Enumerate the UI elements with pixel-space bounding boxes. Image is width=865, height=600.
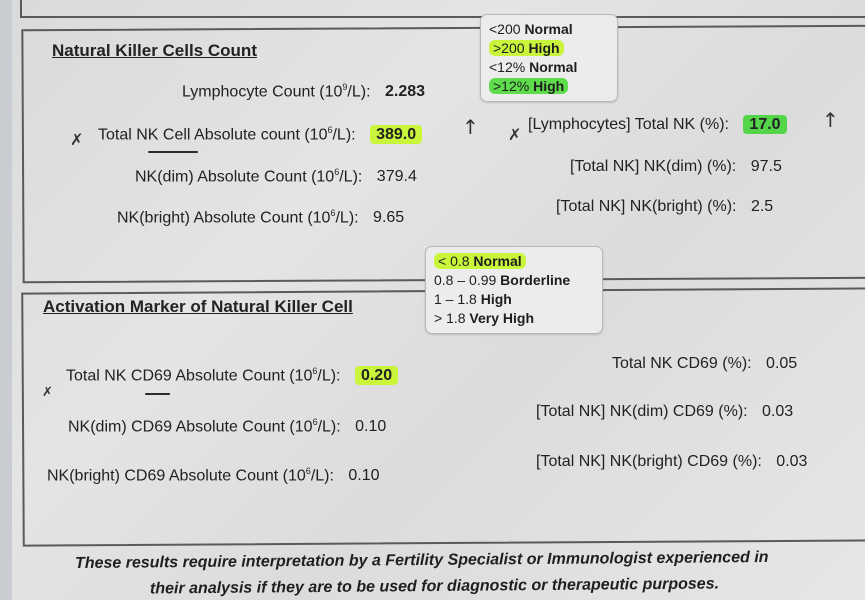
handwritten-arrow-up: ↑ <box>822 108 839 132</box>
dim-cd69-pct-row: [Total NK] NK(dim) CD69 (%): 0.03 <box>536 403 794 420</box>
ref-item: <200 Normal <box>489 21 573 37</box>
total-cd69-abs-value: 0.20 <box>354 366 399 386</box>
ref-item: >12% High <box>489 77 609 96</box>
nk-bright-abs-row: NK(bright) Absolute Count (106/L): 9.65 <box>117 208 405 227</box>
dim-cd69-pct-value: 0.03 <box>762 403 794 420</box>
previous-section-box <box>20 0 865 18</box>
ref-item: >200 High <box>489 39 609 58</box>
nk-bright-pct-value: 2.5 <box>750 198 774 215</box>
nk-dim-pct-row: [Total NK] NK(dim) (%): 97.5 <box>570 158 782 175</box>
ref-item: < 0.8 Normal <box>434 252 594 271</box>
ref-item: <12% Normal <box>489 59 578 75</box>
nk-count-reference-card: <200 Normal >200 High <12% Normal >12% H… <box>480 14 618 102</box>
nk-bright-abs-value: 9.65 <box>373 209 405 227</box>
nk-count-section <box>21 24 865 284</box>
total-nk-abs-row: Total NK Cell Absolute count (106/L): 38… <box>98 125 423 145</box>
bright-cd69-abs-value: 0.10 <box>348 467 380 485</box>
total-nk-pct-value: 17.0 <box>743 115 787 134</box>
total-cd69-abs-row: Total NK CD69 Absolute Count (106/L): 0.… <box>66 366 399 386</box>
dim-cd69-abs-row: NK(dim) CD69 Absolute Count (106/L): 0.1… <box>68 417 387 436</box>
total-nk-pct-row: [Lymphocytes] Total NK (%): 17.0 <box>528 115 787 134</box>
total-nk-abs-value: 389.0 <box>370 125 423 145</box>
handwritten-arrow-up: ↑ <box>462 115 479 139</box>
nk-dim-abs-row: NK(dim) Absolute Count (106/L): 379.4 <box>135 167 417 186</box>
nk-bright-pct-row: [Total NK] NK(bright) (%): 2.5 <box>556 198 774 215</box>
bright-cd69-pct-value: 0.03 <box>776 453 808 470</box>
bright-cd69-abs-row: NK(bright) CD69 Absolute Count (106/L): … <box>47 466 380 485</box>
paper-edge <box>0 0 12 600</box>
ref-item: 0.8 – 0.99 Borderline <box>434 272 571 288</box>
disclaimer-line-2: their analysis if they are to be used fo… <box>149 575 720 598</box>
lymphocyte-count-row: Lymphocyte Count (109/L): 2.283 <box>182 82 426 101</box>
pen-underline <box>148 151 198 153</box>
handwritten-x-mark: ✗ <box>70 130 84 149</box>
disclaimer-line-1: These results require interpretation by … <box>74 548 769 573</box>
section-title-nk-count: Natural Killer Cells Count <box>52 41 257 60</box>
total-cd69-pct-row: Total NK CD69 (%): 0.05 <box>612 355 798 372</box>
bright-cd69-pct-row: [Total NK] NK(bright) CD69 (%): 0.03 <box>536 453 808 470</box>
total-cd69-pct-value: 0.05 <box>766 355 798 372</box>
cd69-reference-card: < 0.8 Normal 0.8 – 0.99 Borderline 1 – 1… <box>425 246 603 334</box>
section-title-activation-marker: Activation Marker of Natural Killer Cell <box>43 297 353 316</box>
dim-cd69-abs-value: 0.10 <box>355 418 387 436</box>
handwritten-x-mark: ✗ <box>42 385 53 400</box>
ref-item: 1 – 1.8 High <box>434 291 512 307</box>
nk-dim-pct-value: 97.5 <box>750 158 782 175</box>
nk-dim-abs-value: 379.4 <box>376 168 417 186</box>
ref-item: > 1.8 Very High <box>434 310 535 326</box>
lymphocyte-count-value: 2.283 <box>384 83 426 101</box>
pen-underline <box>145 393 170 395</box>
handwritten-x-mark: ✗ <box>508 125 522 144</box>
